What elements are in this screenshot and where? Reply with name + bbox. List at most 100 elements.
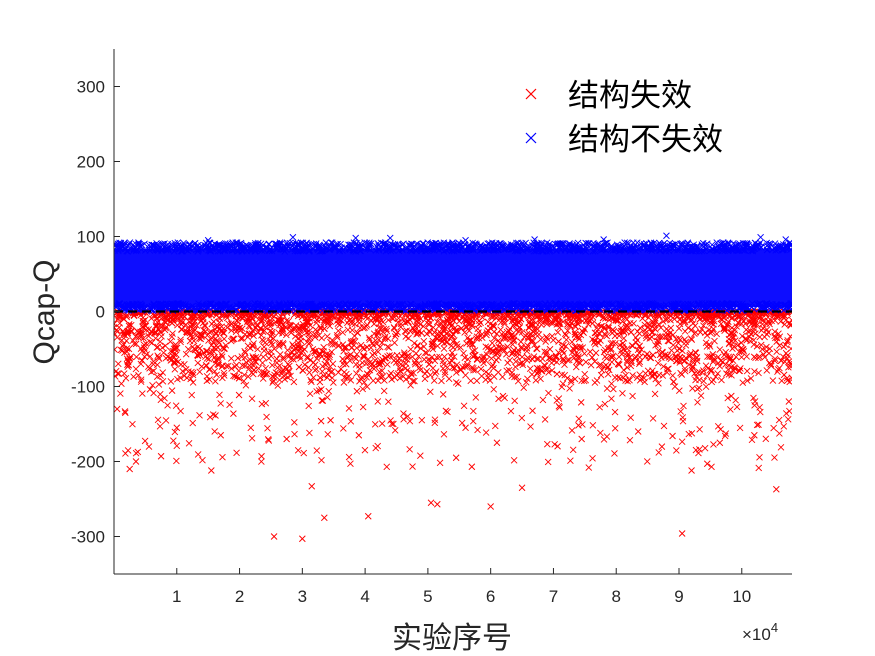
no-failure-dense-band xyxy=(114,248,792,307)
failure-point xyxy=(534,370,541,377)
failure-point xyxy=(379,373,387,380)
failure-point xyxy=(423,330,431,338)
failure-point xyxy=(636,358,644,366)
failure-point xyxy=(429,324,437,331)
failure-point xyxy=(561,330,569,338)
failure-point xyxy=(196,351,204,359)
failure-point xyxy=(668,347,675,354)
failure-point xyxy=(502,333,509,341)
failure-point xyxy=(686,351,694,359)
failure-point xyxy=(504,343,511,350)
failure-point xyxy=(401,327,409,335)
failure-point xyxy=(436,353,443,361)
failure-point xyxy=(470,366,477,374)
failure-point xyxy=(571,375,579,383)
failure-point xyxy=(611,374,619,381)
failure-point xyxy=(781,321,788,328)
failure-point xyxy=(360,379,368,386)
failure-point xyxy=(388,376,395,383)
failure-point xyxy=(306,321,314,329)
failure-point xyxy=(308,378,315,386)
failure-point xyxy=(777,318,785,325)
failure-point xyxy=(469,341,476,349)
failure-point xyxy=(475,334,483,342)
failure-point xyxy=(614,360,622,368)
failure-point xyxy=(711,337,718,345)
failure-point xyxy=(239,335,246,342)
failure-point xyxy=(784,337,792,344)
failure-point xyxy=(714,370,722,377)
failure-point xyxy=(788,374,792,382)
failure-point xyxy=(205,337,212,344)
failure-point xyxy=(501,320,508,328)
failure-point xyxy=(246,330,253,337)
failure-point xyxy=(369,377,377,384)
failure-point xyxy=(713,330,721,338)
failure-point xyxy=(231,372,239,380)
failure-point xyxy=(756,333,764,341)
failure-point xyxy=(245,322,253,330)
failure-point xyxy=(438,377,445,385)
failure-point xyxy=(623,364,631,371)
failure-point xyxy=(318,368,326,375)
failure-point xyxy=(137,378,145,386)
failure-point xyxy=(773,348,781,355)
failure-point xyxy=(245,365,253,372)
failure-point xyxy=(212,378,219,385)
failure-point xyxy=(373,314,380,322)
failure-point xyxy=(385,316,392,324)
failure-point xyxy=(757,341,765,349)
failure-point xyxy=(305,340,313,348)
failure-point xyxy=(716,346,724,353)
failure-point xyxy=(335,342,342,350)
failure-point xyxy=(304,354,311,362)
failure-point xyxy=(420,337,428,345)
failure-point xyxy=(420,343,428,351)
failure-point xyxy=(654,359,662,367)
failure-point xyxy=(146,338,154,346)
failure-point xyxy=(675,325,683,332)
failure-point xyxy=(295,326,303,334)
failure-point xyxy=(378,367,386,375)
failure-point xyxy=(326,322,334,330)
failure-point xyxy=(421,375,429,383)
failure-point xyxy=(532,377,540,384)
series-no-failure xyxy=(114,232,792,315)
failure-point xyxy=(452,369,460,376)
failure-point xyxy=(269,379,276,386)
failure-point xyxy=(549,336,557,344)
failure-point xyxy=(431,370,439,377)
failure-point xyxy=(262,364,269,372)
failure-point xyxy=(148,339,156,347)
failure-point xyxy=(636,371,644,378)
failure-point xyxy=(397,320,405,328)
failure-point xyxy=(254,345,261,353)
failure-point xyxy=(702,339,710,347)
failure-point xyxy=(400,349,408,356)
failure-point xyxy=(255,365,262,372)
failure-point xyxy=(555,338,562,345)
failure-point xyxy=(122,374,130,382)
failure-point xyxy=(460,349,467,357)
failure-point xyxy=(548,332,556,340)
failure-point xyxy=(374,377,382,384)
failure-point xyxy=(189,333,196,341)
failure-point xyxy=(624,377,631,385)
failure-point xyxy=(391,339,398,347)
failure-point xyxy=(778,377,786,385)
failure-point xyxy=(586,348,594,356)
failure-point xyxy=(416,366,424,374)
failure-point xyxy=(233,361,240,369)
failure-point xyxy=(529,338,537,345)
failure-point xyxy=(705,340,713,348)
failure-point xyxy=(747,375,755,382)
failure-point xyxy=(751,368,758,375)
failure-point xyxy=(574,351,581,358)
failure-point xyxy=(220,335,228,343)
failure-point xyxy=(334,327,342,335)
failure-point xyxy=(518,359,526,366)
failure-point xyxy=(290,378,298,386)
plot-area xyxy=(114,232,792,543)
failure-point xyxy=(184,345,192,353)
